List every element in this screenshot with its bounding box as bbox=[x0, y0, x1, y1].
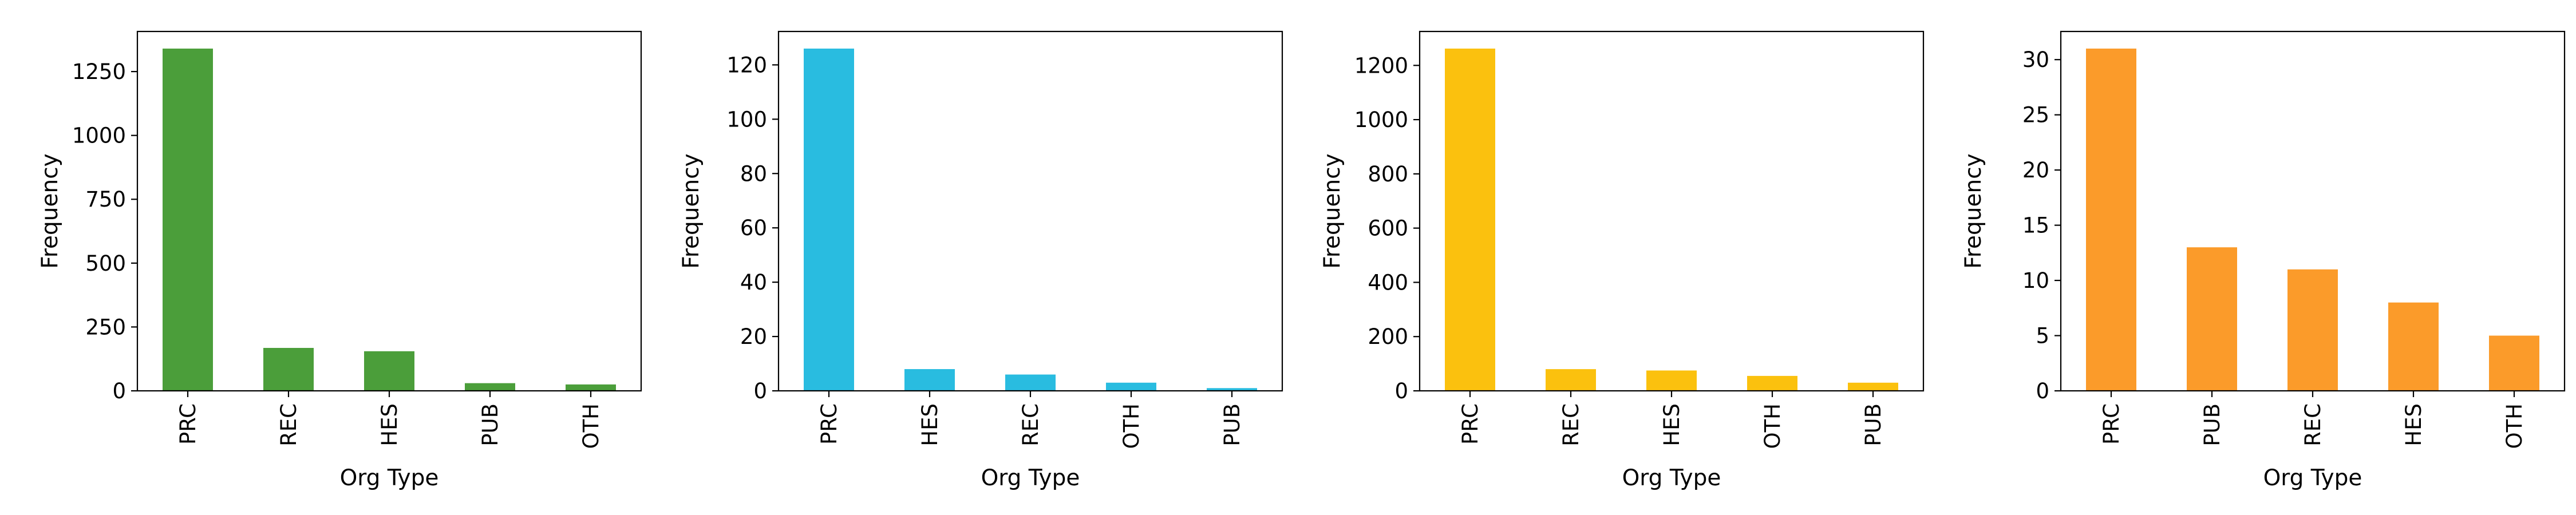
chart-2-ytick-label-0: 0 bbox=[753, 379, 767, 403]
chart-3-bar-hes bbox=[1646, 370, 1697, 391]
chart-3-xtick-label-pub: PUB bbox=[1861, 403, 1886, 446]
chart-1-bar-pub bbox=[465, 383, 515, 391]
chart-2-ytick-label-20: 20 bbox=[740, 324, 767, 349]
chart-2-bar-oth bbox=[1106, 382, 1156, 391]
chart-3-x-axis-label: Org Type bbox=[1622, 465, 1721, 491]
chart-2-ytick-label-40: 40 bbox=[740, 270, 767, 295]
chart-1-xtick-label-hes: HES bbox=[377, 403, 402, 446]
chart-4: 0 5 10 15 20 25 30 PRC PUB REC HES OTH Org Type Frequ… bbox=[1961, 30, 2566, 491]
chart-3: 0 200 400 600 800 1000 1200 PRC REC HES OTH PUB Org … bbox=[1319, 30, 1925, 491]
chart-4-ytick-label-15: 15 bbox=[2022, 213, 2049, 238]
chart-1-xtick-label-oth: OTH bbox=[579, 403, 603, 449]
chart-2-ytick-label-100: 100 bbox=[726, 107, 767, 132]
chart-4-xtick-label-pub: PUB bbox=[2200, 403, 2225, 446]
chart-2-x-axis-label: Org Type bbox=[981, 465, 1080, 491]
chart-2-xtick-label-hes: HES bbox=[918, 403, 942, 446]
chart-3-bar-prc bbox=[1445, 48, 1495, 391]
chart-4-ytick-label-25: 25 bbox=[2022, 103, 2049, 128]
chart-3-ytick-label-0: 0 bbox=[1394, 379, 1408, 403]
chart-3-xtick-label-rec: REC bbox=[1559, 403, 1583, 446]
chart-4-ytick-label-30: 30 bbox=[2022, 47, 2049, 72]
chart-1-ytick-label-500: 500 bbox=[85, 251, 126, 276]
chart-2: 0 20 40 60 80 100 120 PRC HES REC OTH PUB Org Type Fr… bbox=[678, 30, 1283, 491]
chart-2-xtick-label-oth: OTH bbox=[1119, 403, 1144, 449]
chart-1-y-axis-label: Frequency bbox=[37, 153, 63, 268]
chart-3-xtick-label-prc: PRC bbox=[1458, 403, 1483, 445]
chart-4-ytick-label-20: 20 bbox=[2022, 158, 2049, 183]
chart-4-ytick-label-0: 0 bbox=[2036, 379, 2049, 403]
chart-1: 0 250 500 750 1000 1250 PRC REC HES PUB OTH Org Typ… bbox=[37, 30, 642, 491]
chart-3-bar-pub bbox=[1848, 382, 1898, 391]
chart-1-bar-prc bbox=[163, 48, 213, 391]
chart-1-ytick-label-1250: 1250 bbox=[72, 60, 126, 84]
chart-1-xtick-label-rec: REC bbox=[276, 403, 301, 446]
chart-1-bar-oth bbox=[566, 384, 616, 391]
chart-3-ytick-label-800: 800 bbox=[1368, 162, 1408, 187]
chart-3-ytick-label-1000: 1000 bbox=[1354, 108, 1408, 132]
chart-3-ytick-label-600: 600 bbox=[1368, 216, 1408, 241]
chart-4-bar-prc bbox=[2086, 48, 2136, 391]
chart-2-ytick-label-120: 120 bbox=[726, 53, 767, 77]
chart-1-x-axis-label: Org Type bbox=[340, 465, 439, 491]
chart-2-xtick-label-pub: PUB bbox=[1220, 403, 1244, 446]
chart-2-ytick-label-60: 60 bbox=[740, 216, 767, 240]
chart-3-ytick-label-1200: 1200 bbox=[1354, 53, 1408, 78]
chart-1-ytick-label-750: 750 bbox=[85, 187, 126, 212]
chart-2-xtick-label-rec: REC bbox=[1018, 403, 1043, 446]
chart-4-ytick-label-5: 5 bbox=[2036, 324, 2049, 348]
chart-4-bar-pub bbox=[2187, 247, 2237, 391]
chart-3-xtick-label-hes: HES bbox=[1660, 403, 1684, 446]
chart-4-y-axis-label: Frequency bbox=[1961, 153, 1986, 268]
chart-2-bar-rec bbox=[1005, 374, 1056, 391]
chart-4-xtick-label-prc: PRC bbox=[2099, 403, 2124, 445]
chart-4-xtick-label-hes: HES bbox=[2401, 403, 2426, 446]
chart-1-xtick-label-prc: PRC bbox=[176, 403, 200, 445]
chart-4-bar-rec bbox=[2287, 269, 2338, 391]
chart-4-bar-hes bbox=[2388, 302, 2439, 391]
chart-2-bar-hes bbox=[904, 369, 955, 391]
chart-4-xtick-label-rec: REC bbox=[2301, 403, 2325, 446]
chart-2-bar-pub bbox=[1207, 388, 1257, 391]
chart-3-xtick-label-oth: OTH bbox=[1760, 403, 1785, 449]
chart-1-ytick-label-0: 0 bbox=[112, 379, 126, 403]
chart-2-y-axis-label: Frequency bbox=[678, 153, 704, 268]
chart-1-ytick-label-1000: 1000 bbox=[72, 124, 126, 148]
chart-2-xtick-label-prc: PRC bbox=[817, 403, 841, 445]
chart-3-y-axis-label: Frequency bbox=[1319, 153, 1345, 268]
chart-4-ytick-label-10: 10 bbox=[2022, 268, 2049, 293]
chart-3-bar-rec bbox=[1546, 369, 1596, 391]
chart-4-xtick-label-oth: OTH bbox=[2502, 403, 2527, 449]
chart-3-ytick-label-200: 200 bbox=[1368, 324, 1408, 349]
chart-1-ytick-label-250: 250 bbox=[85, 315, 126, 339]
chart-1-bar-hes bbox=[364, 351, 414, 391]
chart-1-bar-rec bbox=[263, 348, 314, 391]
chart-3-ytick-label-400: 400 bbox=[1368, 270, 1408, 295]
chart-2-ytick-label-80: 80 bbox=[740, 161, 767, 186]
chart-1-xtick-label-pub: PUB bbox=[478, 403, 503, 446]
chart-4-x-axis-label: Org Type bbox=[2263, 465, 2362, 491]
chart-2-bar-prc bbox=[804, 48, 854, 391]
chart-4-bar-oth bbox=[2489, 335, 2539, 391]
chart-3-bar-oth bbox=[1747, 375, 1797, 391]
